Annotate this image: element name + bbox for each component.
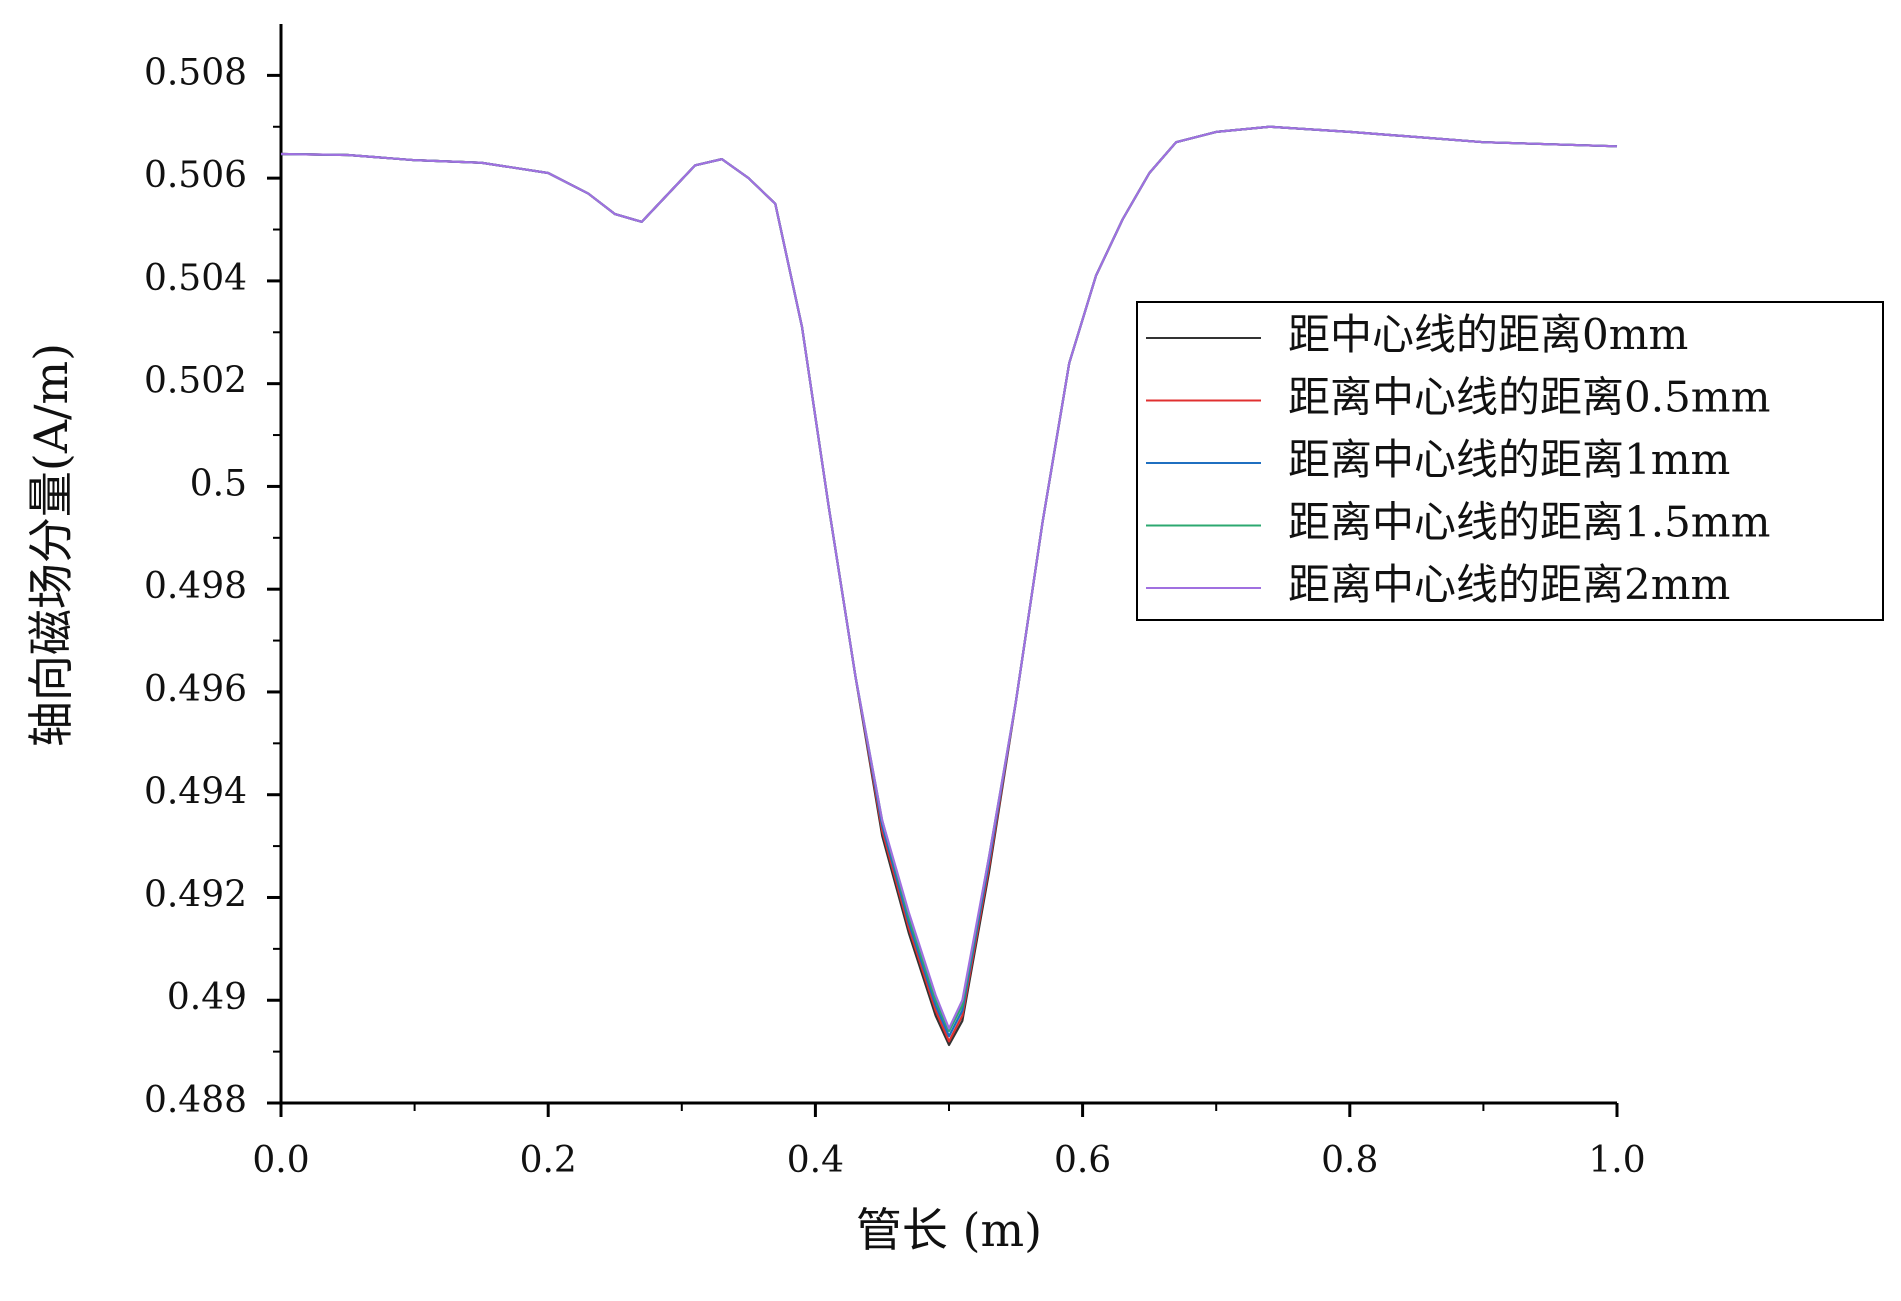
y-tick-label: 0.498 xyxy=(144,566,247,607)
x-tick-label: 0.8 xyxy=(1321,1140,1378,1181)
legend-label: 距离中心线的距离2mm xyxy=(1288,560,1730,609)
y-tick-label: 0.508 xyxy=(144,52,247,93)
y-tick-label: 0.496 xyxy=(144,669,247,710)
y-tick-label: 0.488 xyxy=(144,1080,247,1121)
x-tick-label: 0.4 xyxy=(787,1140,844,1181)
x-tick-label: 0.2 xyxy=(520,1140,577,1181)
y-tick-label: 0.502 xyxy=(144,361,247,402)
legend-label: 距离中心线的距离1mm xyxy=(1288,435,1730,484)
y-tick-label: 0.5 xyxy=(190,463,247,504)
x-tick-label: 1.0 xyxy=(1588,1140,1645,1181)
legend: 距中心线的距离0mm 距离中心线的距离0.5mm 距离中心线的距离1mm 距离中心线的… xyxy=(1136,301,1884,621)
legend-label: 距离中心线的距离1.5mm xyxy=(1288,498,1770,547)
y-tick-label: 0.49 xyxy=(167,977,247,1018)
y-tick-label: 0.492 xyxy=(144,874,247,915)
y-tick-label: 0.504 xyxy=(144,258,247,299)
legend-label: 距中心线的距离0mm xyxy=(1288,310,1688,359)
series-line xyxy=(280,125,1618,1030)
y-tick-label: 0.506 xyxy=(144,155,247,196)
y-tick-label: 0.494 xyxy=(144,772,247,813)
x-tick-label: 0.6 xyxy=(1054,1140,1111,1181)
x-tick-label: 0.0 xyxy=(252,1140,309,1181)
x-axis-title: 管长 (m) xyxy=(856,1203,1042,1257)
legend-box xyxy=(1136,301,1884,621)
y-axis-title: 轴向磁场分量(A/m) xyxy=(24,343,78,747)
legend-label: 距离中心线的距离0.5mm xyxy=(1288,373,1770,422)
